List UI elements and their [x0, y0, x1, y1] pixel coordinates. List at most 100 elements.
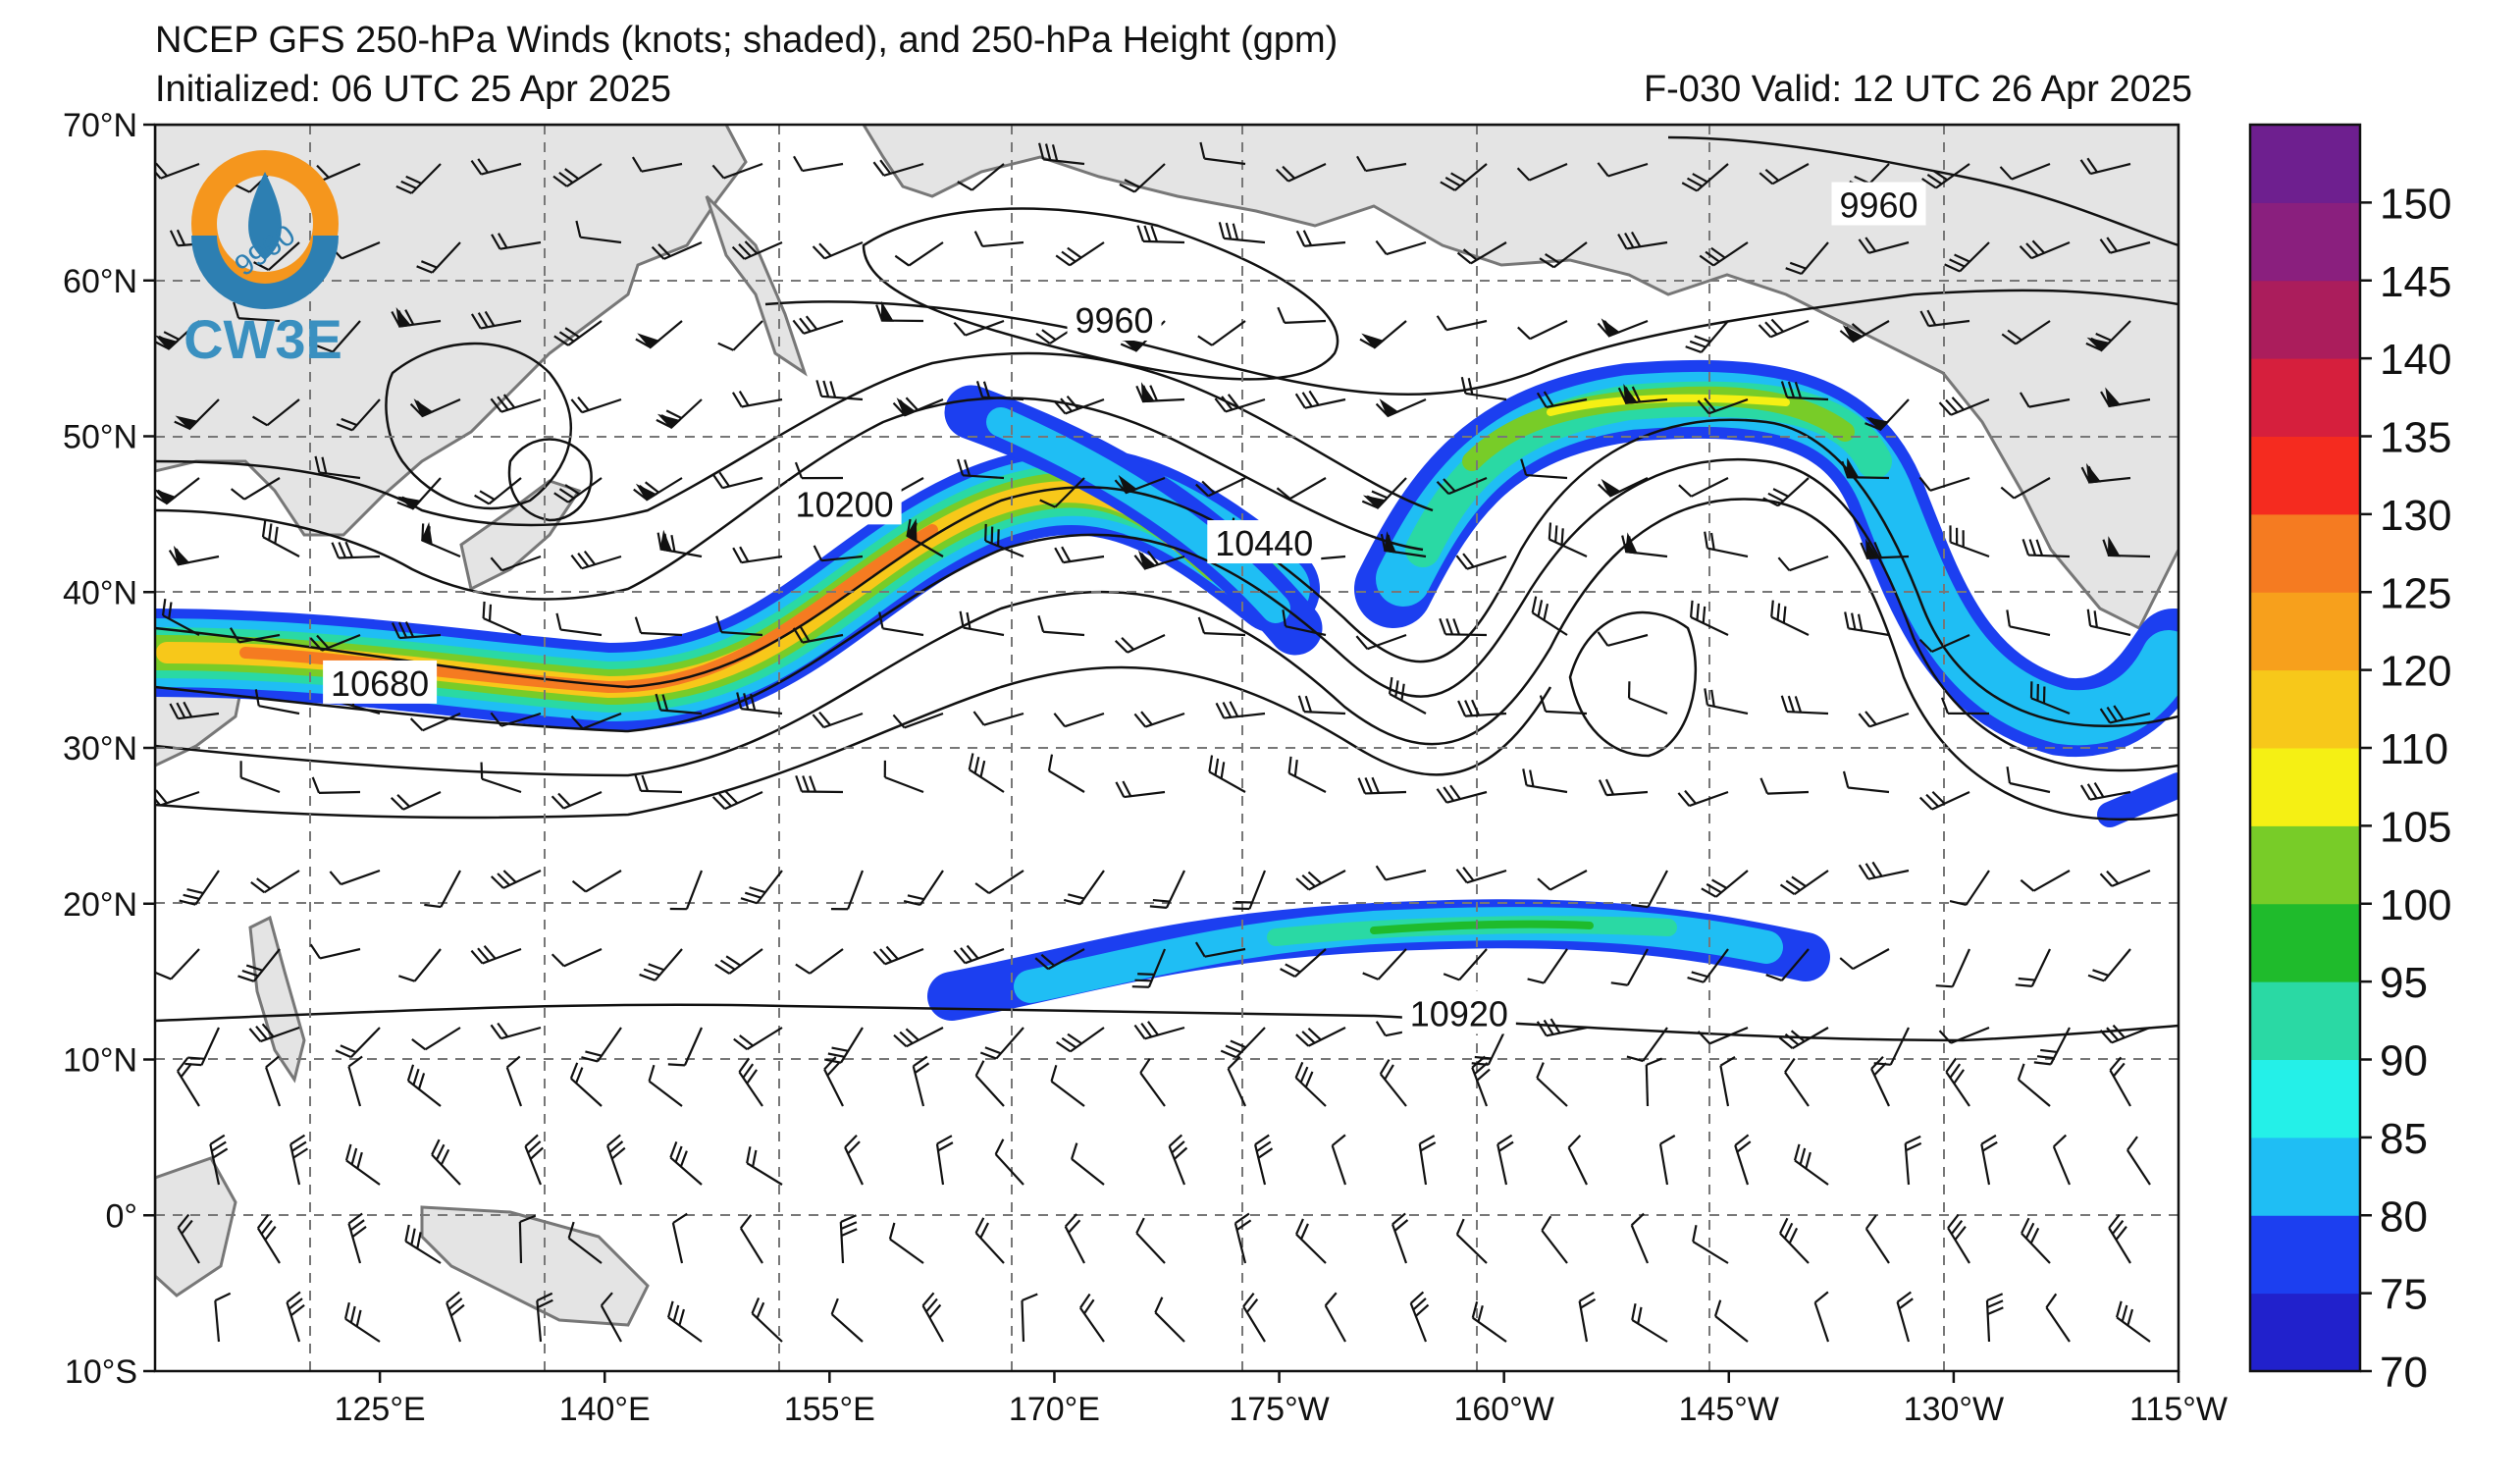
wind-barb-icon — [1517, 320, 1568, 341]
wind-barb-icon — [1455, 867, 1507, 884]
wind-barb-icon — [1233, 870, 1267, 911]
contour-label-box — [1207, 520, 1322, 564]
wind-barb-icon — [1136, 225, 1185, 244]
wind-barb-icon — [844, 1134, 864, 1186]
wind-barb-icon — [815, 380, 864, 401]
wind-barb-icon — [1777, 555, 1829, 572]
wind-barb-icon — [959, 610, 1005, 637]
wind-barb-icon — [957, 458, 1005, 480]
wind-barb-icon — [1409, 1291, 1430, 1343]
wind-barb-icon — [1119, 163, 1166, 193]
wind-barb-icon — [1858, 237, 1910, 254]
wind-barb-icon — [715, 615, 763, 637]
wind-barb-icon — [335, 1027, 381, 1059]
wind-barb-icon — [1919, 309, 1970, 328]
wind-barb-icon — [2109, 1056, 2131, 1107]
wind-barb-icon — [1208, 755, 1246, 793]
wind-barb-icon — [1548, 522, 1588, 558]
wind-barb-icon — [1234, 1212, 1252, 1264]
wind-barb-icon — [1391, 1212, 1409, 1264]
wind-barb-icon — [265, 1055, 282, 1107]
lat-label: 30°N — [63, 730, 137, 768]
logo-drop-icon — [248, 172, 282, 260]
wind-barb-icon — [1331, 1134, 1347, 1186]
wind-barb-icon — [1053, 712, 1105, 728]
wind-barb-icon — [1597, 162, 1649, 178]
wind-barb-icon — [1944, 241, 1990, 273]
wind-barb-icon — [474, 477, 522, 505]
wind-barb-icon — [169, 701, 220, 720]
wind-barb-icon — [1687, 948, 1729, 983]
wind-barb-icon — [1527, 948, 1568, 984]
wind-barb-icon — [1658, 1135, 1676, 1186]
wind-barb-icon — [1522, 768, 1568, 794]
wind-barb-icon — [575, 220, 622, 244]
wind-barb-icon — [420, 521, 461, 558]
wind-barb-icon — [1418, 1135, 1437, 1186]
wind-barb-icon — [639, 948, 683, 981]
wind-barb-icon — [1539, 241, 1588, 269]
wind-barb-icon — [1380, 531, 1427, 558]
wind-barb-icon — [974, 870, 1024, 895]
wind-barb-icon — [714, 948, 763, 975]
wind-barb-icon — [1541, 1215, 1568, 1264]
wind-barb-icon — [470, 158, 522, 176]
colorbar-label: 95 — [2380, 959, 2428, 1007]
wind-barb-icon — [490, 1022, 542, 1040]
wind-barb-icon — [792, 315, 844, 335]
wind-barb-icon — [1135, 1217, 1166, 1264]
wind-barb-icon — [289, 1134, 309, 1186]
wind-barb-icon — [1276, 477, 1327, 501]
wind-barb-icon — [872, 945, 924, 966]
colorbar-label: 105 — [2380, 803, 2451, 851]
wind-barb-icon — [1536, 391, 1588, 408]
wind-barb-icon — [731, 391, 783, 408]
wind-barb-icon — [1295, 1027, 1346, 1047]
lat-label: 70°N — [63, 107, 137, 144]
wind-barb-icon — [953, 944, 1005, 965]
lat-label: 40°N — [63, 574, 137, 611]
wind-barb-icon — [1455, 553, 1507, 570]
wind-barb-icon — [1617, 383, 1668, 404]
wind-barb-icon — [1938, 397, 1990, 416]
wind-barb-icon — [1692, 1225, 1729, 1264]
wind-barb-icon — [839, 1214, 858, 1264]
lon-label: 115°W — [2129, 1391, 2228, 1428]
wind-barb-icon — [739, 1214, 763, 1264]
wind-barb-icon — [740, 870, 783, 905]
wind-barb-icon — [411, 1027, 461, 1051]
wind-barb-icon — [404, 1224, 442, 1264]
wind-barb-icon — [669, 870, 704, 911]
wind-barb-icon — [1063, 870, 1105, 906]
wind-barb-icon — [2099, 1024, 2151, 1044]
wind-barb-icon — [1645, 1057, 1663, 1107]
wind-barb-icon — [1681, 163, 1729, 192]
wind-barb-icon — [631, 156, 683, 173]
wind-barb-icon — [2116, 1300, 2151, 1343]
wind-barb-icon — [250, 870, 300, 894]
wind-barb-icon — [1947, 1214, 1970, 1264]
lon-label: 170°E — [1009, 1391, 1100, 1428]
borneo — [155, 1156, 237, 1298]
wind-barb-icon — [2017, 1063, 2051, 1107]
wind-barb-icon — [1199, 141, 1246, 166]
wind-barb-icon — [883, 760, 924, 794]
longitude-labels: 125°E 140°E 155°E 170°E 175°W 160°W 145°W 130°W… — [335, 1371, 2228, 1428]
wind-barb-icon — [1388, 676, 1427, 715]
wind-barb-icon — [812, 712, 864, 729]
wind-barb-icon — [1713, 1299, 1749, 1343]
wind-barb-icon — [792, 626, 844, 644]
wind-barb-icon — [813, 545, 864, 562]
wind-barb-icon — [518, 1214, 537, 1264]
wind-barb-icon — [968, 753, 1005, 793]
wind-barb-icon — [505, 1055, 523, 1107]
wind-barb-icon — [553, 477, 603, 503]
lat-label: 20°N — [63, 886, 137, 924]
wind-barb-icon — [921, 1292, 944, 1343]
wind-barb-icon — [177, 1213, 200, 1264]
wind-barb-icon — [1436, 784, 1488, 804]
wind-barb-icon — [972, 711, 1024, 726]
wind-barb-icon — [2015, 948, 2051, 987]
wind-barb-icon — [1759, 777, 1810, 795]
